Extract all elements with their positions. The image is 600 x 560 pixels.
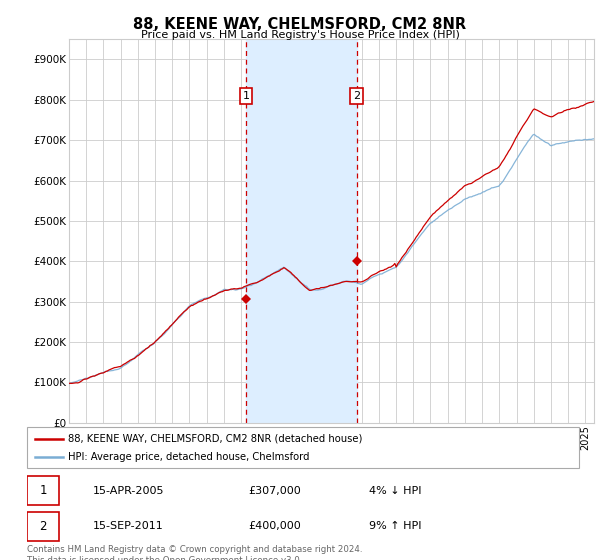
Text: 9% ↑ HPI: 9% ↑ HPI [369, 521, 422, 531]
Text: 15-SEP-2011: 15-SEP-2011 [93, 521, 164, 531]
Text: 4% ↓ HPI: 4% ↓ HPI [369, 486, 422, 496]
Text: 15-APR-2005: 15-APR-2005 [93, 486, 165, 496]
FancyBboxPatch shape [27, 427, 579, 468]
Text: Price paid vs. HM Land Registry's House Price Index (HPI): Price paid vs. HM Land Registry's House … [140, 30, 460, 40]
FancyBboxPatch shape [27, 512, 59, 540]
Text: £307,000: £307,000 [248, 486, 301, 496]
FancyBboxPatch shape [27, 477, 59, 505]
Text: HPI: Average price, detached house, Chelmsford: HPI: Average price, detached house, Chel… [68, 452, 310, 462]
Text: Contains HM Land Registry data © Crown copyright and database right 2024.
This d: Contains HM Land Registry data © Crown c… [27, 545, 362, 560]
Bar [246, 39, 356, 423]
Text: 1: 1 [242, 91, 250, 101]
Text: 2: 2 [353, 91, 360, 101]
Text: 88, KEENE WAY, CHELMSFORD, CM2 8NR (detached house): 88, KEENE WAY, CHELMSFORD, CM2 8NR (deta… [68, 433, 363, 444]
Text: 2: 2 [39, 520, 47, 533]
Text: 88, KEENE WAY, CHELMSFORD, CM2 8NR: 88, KEENE WAY, CHELMSFORD, CM2 8NR [133, 17, 467, 32]
Text: 1: 1 [39, 484, 47, 497]
Text: £400,000: £400,000 [248, 521, 301, 531]
